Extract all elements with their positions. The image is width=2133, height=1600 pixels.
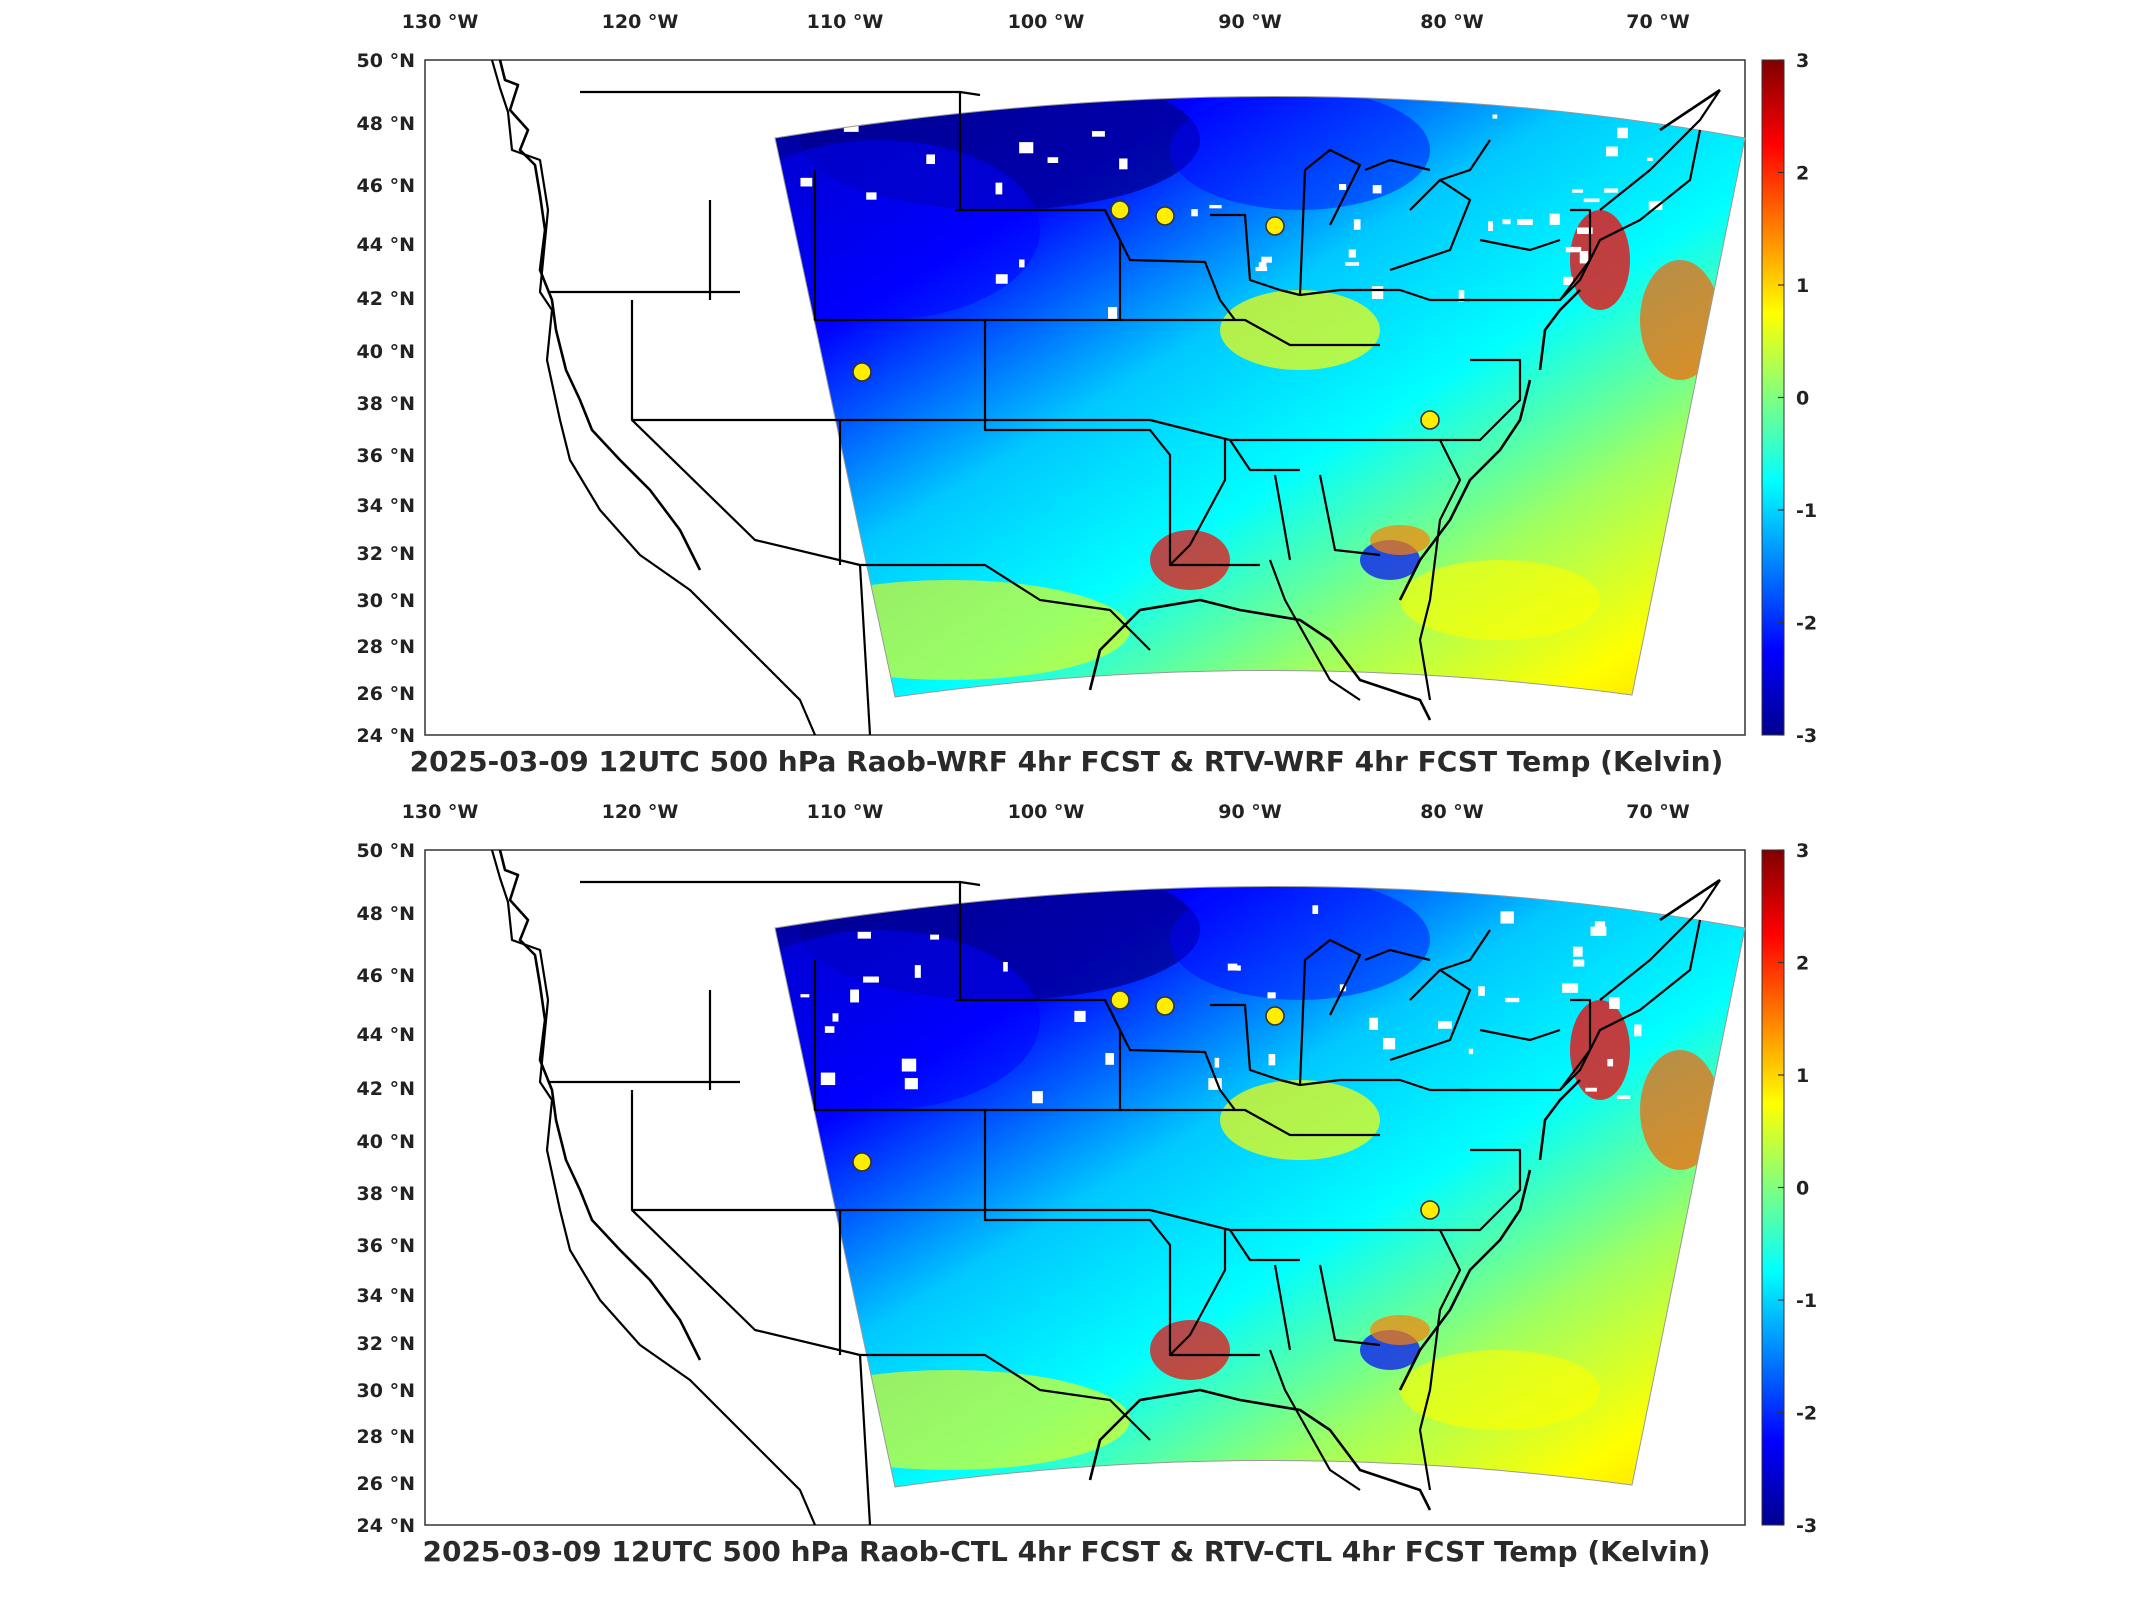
map-axes: 130 °W 120 °W 110 °W 100 °W 90 °W 80 °W 70 °W 5… bbox=[357, 11, 1818, 747]
raob-station-marker bbox=[1110, 990, 1130, 1010]
latitude-tick-label: 26 °N bbox=[357, 683, 415, 705]
latitude-tick-label: 34 °N bbox=[357, 1285, 415, 1307]
latitude-tick-label: 24 °N bbox=[357, 725, 415, 747]
raob-station-marker bbox=[1420, 1200, 1440, 1220]
latitude-tick-label: 30 °N bbox=[357, 1380, 415, 1402]
colorbar-tick-label: 2 bbox=[1796, 163, 1809, 185]
coastlines bbox=[498, 59, 1721, 721]
temperature-difference-field bbox=[775, 96, 1745, 697]
longitude-tick-label: 130 °W bbox=[402, 801, 479, 823]
latitude-tick-label: 50 °N bbox=[357, 50, 415, 72]
longitude-tick-label: 120 °W bbox=[602, 801, 679, 823]
raob-station-marker bbox=[852, 1152, 872, 1172]
raob-station-marker bbox=[1155, 206, 1175, 226]
map-figure-top: 130 °W 120 °W 110 °W 100 °W 90 °W 80 °W 70 °W 5… bbox=[357, 11, 1818, 747]
colorbar-tick-label: 1 bbox=[1796, 275, 1809, 297]
colorbar-tick-label: -2 bbox=[1796, 613, 1817, 635]
longitude-tick-label: 110 °W bbox=[807, 11, 884, 33]
state-boundaries bbox=[490, 59, 1721, 736]
raob-stations bbox=[852, 990, 1440, 1220]
latitude-tick-label: 36 °N bbox=[357, 445, 415, 467]
map-panel-bottom: 130 °W 120 °W 110 °W 100 °W 90 °W 80 °W 70 °W 5… bbox=[0, 790, 2133, 1600]
latitude-tick-label: 44 °N bbox=[357, 1024, 415, 1046]
longitude-tick-label: 100 °W bbox=[1008, 801, 1085, 823]
colorbar: 3 2 1 0 -1 -2 -3 bbox=[1761, 50, 1817, 747]
latitude-tick-label: 46 °N bbox=[357, 175, 415, 197]
longitude-tick-label: 90 °W bbox=[1218, 801, 1282, 823]
raob-station-marker bbox=[852, 362, 872, 382]
latitude-tick-label: 44 °N bbox=[357, 234, 415, 256]
colorbar-tick-label: 0 bbox=[1796, 388, 1809, 410]
latitude-tick-label: 34 °N bbox=[357, 495, 415, 517]
raob-station-marker bbox=[1420, 410, 1440, 430]
colorbar-tick-label: 3 bbox=[1796, 840, 1809, 862]
longitude-tick-label: 80 °W bbox=[1420, 801, 1484, 823]
longitude-tick-label: 130 °W bbox=[402, 11, 479, 33]
latitude-tick-label: 26 °N bbox=[357, 1473, 415, 1495]
map-panel-top: 130 °W 120 °W 110 °W 100 °W 90 °W 80 °W 70 °W 5… bbox=[357, 11, 1818, 778]
colorbar-tick-label: -3 bbox=[1796, 725, 1817, 747]
latitude-tick-label: 28 °N bbox=[357, 636, 415, 658]
panel-title-top: 2025-03-09 12UTC 500 hPa Raob-WRF 4hr FC… bbox=[409, 745, 1724, 778]
latitude-tick-label: 46 °N bbox=[357, 965, 415, 987]
colorbar-tick-label: -3 bbox=[1796, 1515, 1817, 1537]
longitude-tick-label: 100 °W bbox=[1008, 11, 1085, 33]
raob-station-marker bbox=[1265, 216, 1285, 236]
latitude-tick-label: 42 °N bbox=[357, 1078, 415, 1100]
latitude-tick-label: 48 °N bbox=[357, 113, 415, 135]
panel-title-bottom: 2025-03-09 12UTC 500 hPa Raob-CTL 4hr FC… bbox=[422, 1535, 1711, 1568]
temperature-difference-field bbox=[775, 886, 1745, 1487]
colorbar-tick-label: -1 bbox=[1796, 500, 1817, 522]
latitude-tick-label: 30 °N bbox=[357, 590, 415, 612]
longitude-tick-label: 110 °W bbox=[807, 801, 884, 823]
latitude-tick-label: 32 °N bbox=[357, 543, 415, 565]
colorbar-tick-label: 1 bbox=[1796, 1065, 1809, 1087]
longitude-tick-label: 70 °W bbox=[1626, 11, 1690, 33]
latitude-tick-label: 42 °N bbox=[357, 288, 415, 310]
latitude-tick-label: 38 °N bbox=[357, 1183, 415, 1205]
latitude-tick-label: 40 °N bbox=[357, 341, 415, 363]
raob-stations bbox=[852, 200, 1440, 430]
latitude-tick-label: 50 °N bbox=[357, 840, 415, 862]
longitude-tick-label: 80 °W bbox=[1420, 11, 1484, 33]
colorbar-tick-label: 3 bbox=[1796, 50, 1809, 72]
map-axes: 130 °W 120 °W 110 °W 100 °W 90 °W 80 °W 70 °W 5… bbox=[357, 801, 1818, 1537]
colorbar-tick-label: -2 bbox=[1796, 1403, 1817, 1425]
latitude-tick-label: 40 °N bbox=[357, 1131, 415, 1153]
latitude-tick-label: 32 °N bbox=[357, 1333, 415, 1355]
raob-station-marker bbox=[1265, 1006, 1285, 1026]
coastlines bbox=[498, 849, 1721, 1511]
longitude-tick-label: 90 °W bbox=[1218, 11, 1282, 33]
latitude-tick-label: 28 °N bbox=[357, 1426, 415, 1448]
colorbar: 3 2 1 0 -1 -2 -3 bbox=[1761, 840, 1817, 1537]
colorbar-tick-label: 0 bbox=[1796, 1178, 1809, 1200]
longitude-tick-label: 120 °W bbox=[602, 11, 679, 33]
longitude-tick-label: 70 °W bbox=[1626, 801, 1690, 823]
latitude-tick-label: 24 °N bbox=[357, 1515, 415, 1537]
colorbar-tick-label: 2 bbox=[1796, 953, 1809, 975]
raob-station-marker bbox=[1110, 200, 1130, 220]
state-boundaries bbox=[490, 849, 1721, 1526]
latitude-tick-label: 36 °N bbox=[357, 1235, 415, 1257]
map-figure-bottom: 130 °W 120 °W 110 °W 100 °W 90 °W 80 °W 70 °W 5… bbox=[357, 801, 1818, 1537]
raob-station-marker bbox=[1155, 996, 1175, 1016]
colorbar-tick-label: -1 bbox=[1796, 1290, 1817, 1312]
latitude-tick-label: 38 °N bbox=[357, 393, 415, 415]
latitude-tick-label: 48 °N bbox=[357, 903, 415, 925]
